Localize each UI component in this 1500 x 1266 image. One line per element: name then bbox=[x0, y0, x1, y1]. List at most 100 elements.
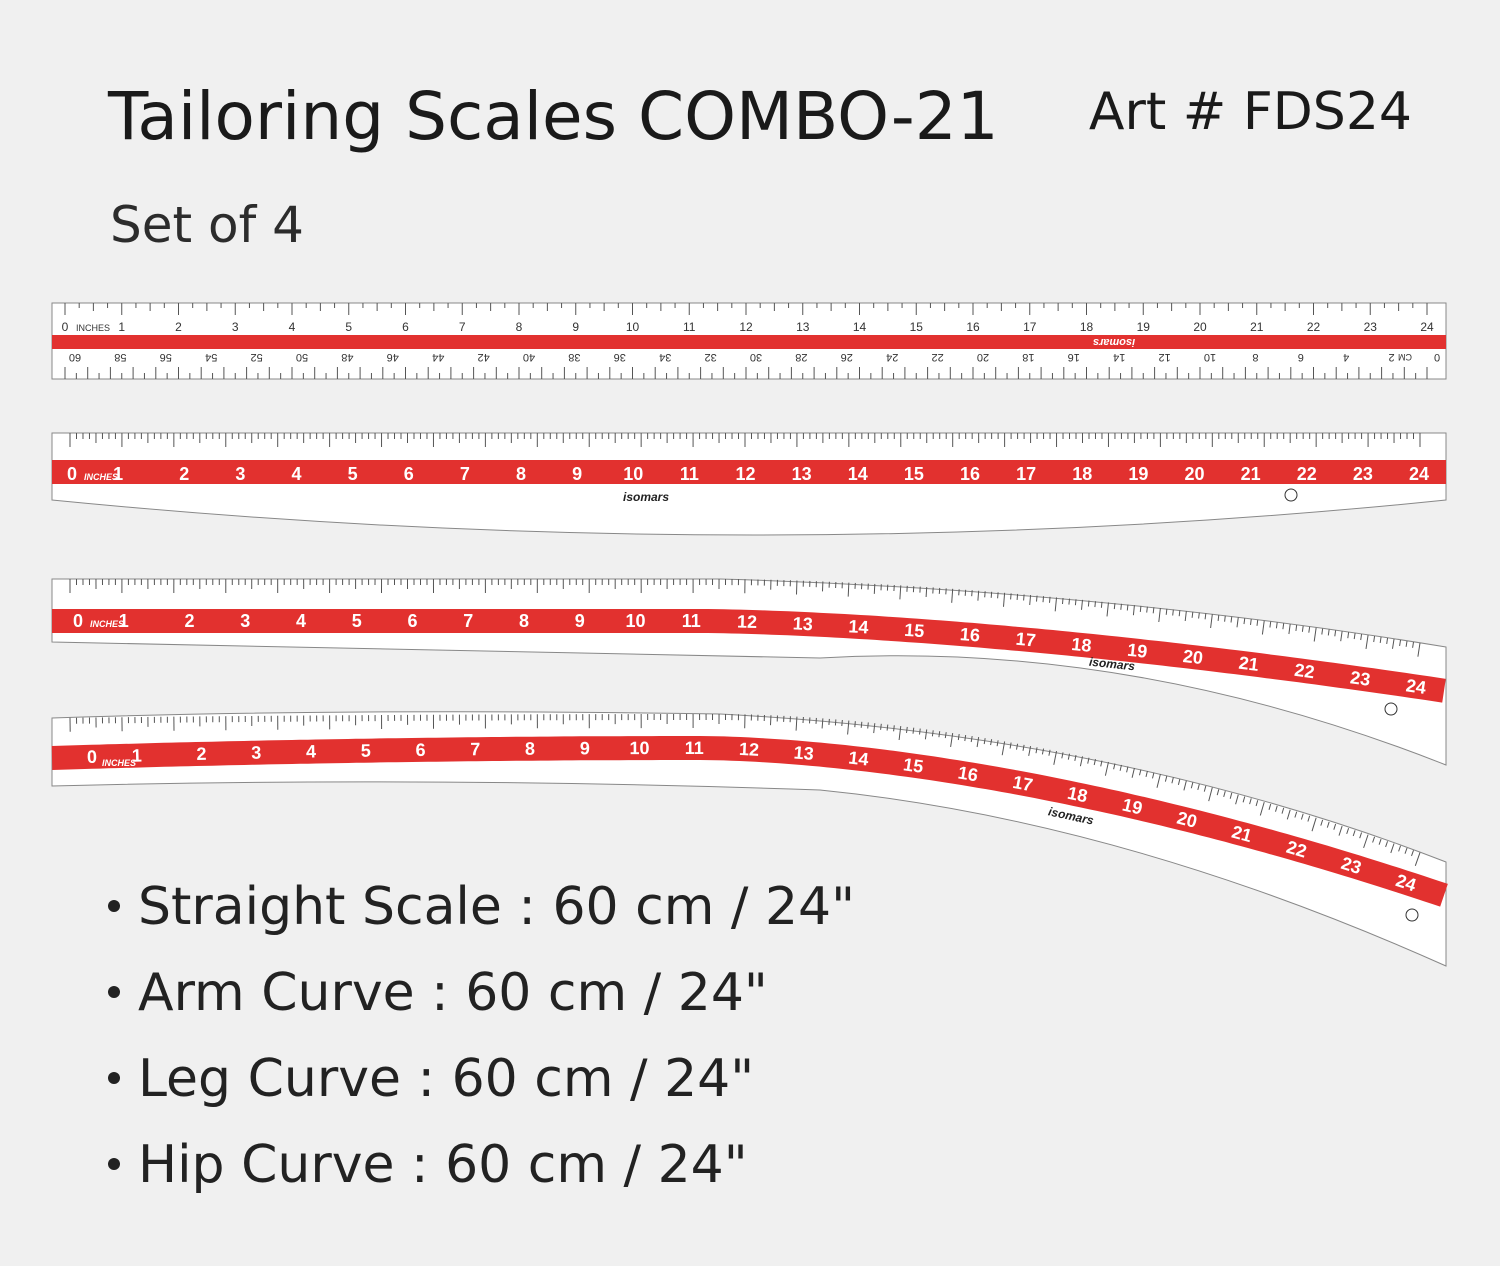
cm-label: 58 bbox=[114, 351, 126, 363]
cm-label: 38 bbox=[568, 351, 580, 363]
tick-mark bbox=[1198, 612, 1200, 619]
tick-mark bbox=[1236, 617, 1239, 628]
arm-curve-hang-hole bbox=[1284, 488, 1298, 502]
spec-item: Arm Curve : 60 cm / 24" bbox=[108, 958, 855, 1044]
inch-label: 7 bbox=[459, 320, 466, 334]
tick-mark bbox=[925, 587, 928, 598]
inch-label: 14 bbox=[853, 320, 867, 334]
tick-mark bbox=[1327, 629, 1330, 636]
tick-mark bbox=[1311, 817, 1317, 832]
inch-label: 15 bbox=[902, 754, 925, 777]
tick-mark bbox=[1158, 608, 1161, 623]
inch-label: 4 bbox=[296, 611, 306, 631]
spec-text: Arm Curve : 60 cm / 24" bbox=[138, 963, 768, 1023]
tick-mark bbox=[1165, 608, 1168, 615]
inch-label: 6 bbox=[407, 611, 417, 631]
tick-mark bbox=[1223, 790, 1226, 798]
tick-mark bbox=[1229, 792, 1233, 799]
inch-label: 21 bbox=[1241, 464, 1261, 484]
tick-mark bbox=[1268, 803, 1272, 810]
inch-label: 19 bbox=[1128, 464, 1148, 484]
hip-curve-hang-hole bbox=[1405, 908, 1419, 922]
hip-curve-ticks bbox=[69, 713, 1421, 866]
inch-label: 6 bbox=[404, 464, 414, 484]
tick-mark bbox=[990, 739, 993, 746]
inch-label: 5 bbox=[361, 741, 371, 761]
tick-mark bbox=[1275, 805, 1278, 812]
tick-mark bbox=[1281, 807, 1285, 814]
tick-mark bbox=[1307, 815, 1311, 822]
inch-label: 1 bbox=[118, 320, 125, 334]
inch-label: 20 bbox=[1175, 808, 1199, 832]
arm-curve-brand: isomars bbox=[623, 490, 669, 504]
bullet bbox=[108, 986, 120, 998]
tick-mark bbox=[847, 720, 850, 735]
tick-mark bbox=[1126, 604, 1129, 611]
inch-label: 18 bbox=[1080, 320, 1094, 334]
inch-label: 24 bbox=[1420, 320, 1434, 334]
inch-label: 14 bbox=[847, 748, 869, 770]
tick-mark bbox=[1120, 603, 1122, 610]
inch-label: 12 bbox=[738, 739, 759, 760]
inch-label: 11 bbox=[680, 464, 699, 484]
cm-label: 44 bbox=[432, 351, 444, 363]
inch-label: 13 bbox=[793, 742, 815, 764]
tick-mark bbox=[873, 723, 876, 734]
tick-mark bbox=[1282, 623, 1285, 630]
inch-label: 9 bbox=[580, 738, 590, 758]
tick-mark bbox=[873, 583, 876, 594]
arm-curve-inches-label: INCHES bbox=[84, 472, 118, 482]
tick-mark bbox=[957, 733, 960, 741]
inch-label: 23 bbox=[1364, 320, 1378, 334]
tick-mark bbox=[950, 733, 954, 747]
tick-mark bbox=[1216, 789, 1220, 796]
spec-item: Leg Curve : 60 cm / 24" bbox=[108, 1044, 855, 1130]
inch-label: 13 bbox=[796, 320, 810, 334]
tick-mark bbox=[1320, 819, 1324, 826]
inch-label: 8 bbox=[519, 611, 529, 631]
tick-mark bbox=[1333, 823, 1337, 830]
tick-mark bbox=[1300, 813, 1304, 820]
cm-label: 56 bbox=[160, 351, 172, 363]
spec-item: Straight Scale : 60 cm / 24" bbox=[108, 872, 855, 958]
tick-mark bbox=[1068, 598, 1071, 605]
inch-label: 5 bbox=[345, 320, 352, 334]
tick-mark bbox=[1190, 782, 1194, 789]
cm-label: 42 bbox=[477, 351, 489, 363]
tick-mark bbox=[1087, 600, 1090, 607]
tick-mark bbox=[1100, 760, 1103, 767]
inch-label: 1 bbox=[113, 464, 123, 484]
tick-mark bbox=[841, 719, 843, 727]
tick-mark bbox=[795, 716, 798, 731]
inch-label: 3 bbox=[240, 611, 250, 631]
tick-mark bbox=[1286, 809, 1291, 820]
inch-label: 11 bbox=[685, 738, 704, 758]
inch-label: 16 bbox=[956, 763, 979, 786]
inch-label: 9 bbox=[572, 320, 579, 334]
inch-label: 8 bbox=[525, 739, 535, 759]
tick-mark bbox=[906, 726, 908, 733]
tick-mark bbox=[1242, 796, 1246, 803]
tick-mark bbox=[1074, 754, 1077, 762]
inch-label: 10 bbox=[629, 738, 649, 758]
hip-curve-inches-label: INCHES bbox=[102, 758, 136, 768]
tick-mark bbox=[1326, 821, 1330, 828]
tick-mark bbox=[880, 723, 882, 730]
leg-curve: 0 1 2 3 4 5 6 7 8 9 10 11 12 13 14 15 16 17 18 19 20 21 22 23 24… bbox=[51, 578, 1447, 766]
tick-mark bbox=[977, 590, 980, 601]
inch-label: 12 bbox=[737, 612, 758, 633]
inch-label: 7 bbox=[463, 611, 473, 631]
cm-label: 16 bbox=[1068, 351, 1080, 363]
spec-item: Hip Curve : 60 cm / 24" bbox=[108, 1130, 855, 1216]
cm-label: 52 bbox=[250, 351, 262, 363]
inch-label: 0 bbox=[73, 611, 83, 631]
cm-label: 26 bbox=[841, 351, 853, 363]
cm-label: 54 bbox=[205, 351, 217, 363]
inch-label: 16 bbox=[959, 624, 981, 646]
tick-mark bbox=[1378, 838, 1382, 845]
cm-label: 4 bbox=[1343, 351, 1349, 363]
inch-label: 9 bbox=[572, 464, 582, 484]
inch-label: 15 bbox=[904, 464, 924, 484]
tick-mark bbox=[1405, 640, 1408, 647]
inch-label: 20 bbox=[1182, 646, 1204, 668]
